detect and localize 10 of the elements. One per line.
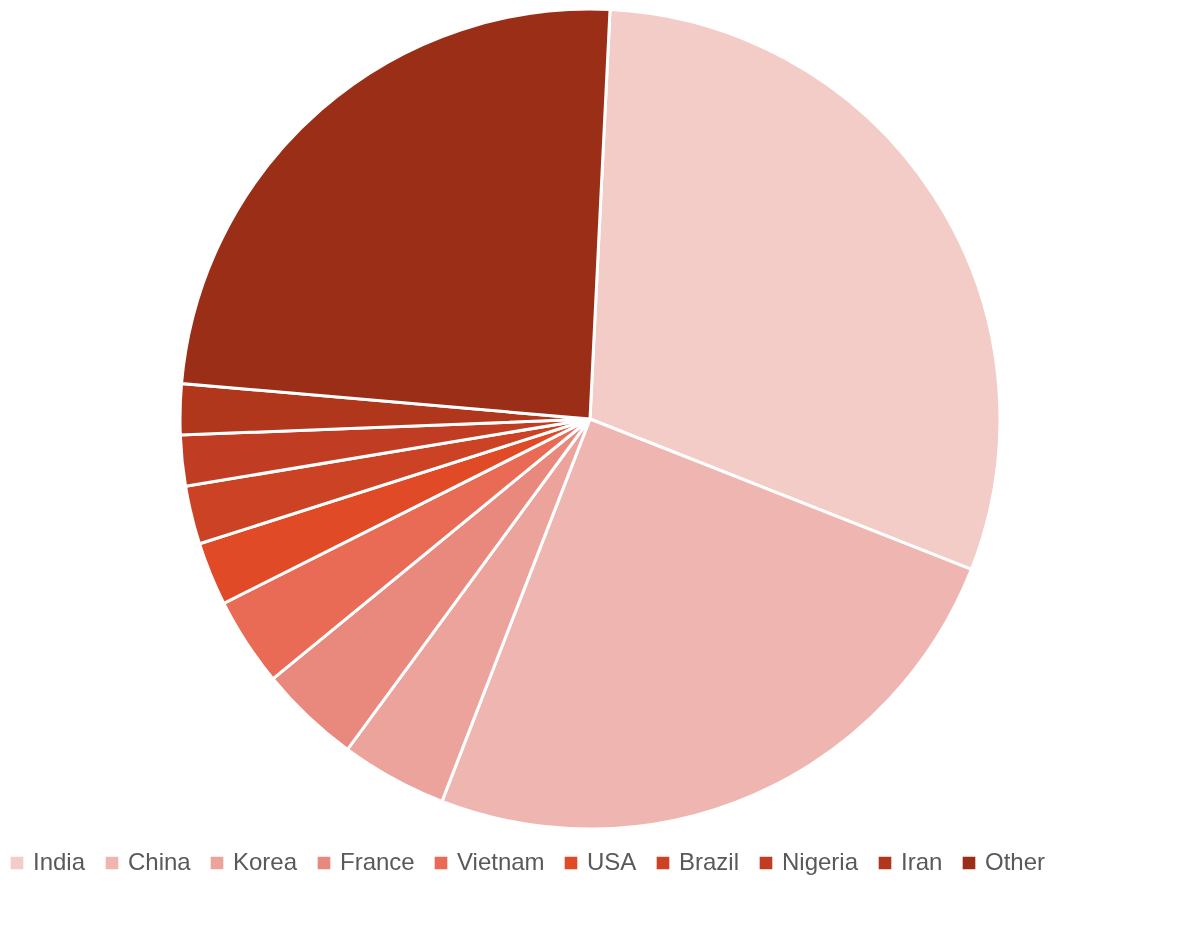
- legend-label: Nigeria: [782, 848, 859, 875]
- legend-label: Brazil: [679, 848, 740, 875]
- legend-label: China: [128, 848, 192, 875]
- legend-label: Vietnam: [457, 848, 545, 875]
- legend-label: Other: [985, 848, 1046, 875]
- legend-label: Iran: [901, 848, 943, 875]
- legend-label: USA: [587, 848, 637, 875]
- legend-label: France: [340, 848, 415, 875]
- legend-label: Korea: [233, 848, 298, 875]
- legend-label: India: [33, 848, 86, 875]
